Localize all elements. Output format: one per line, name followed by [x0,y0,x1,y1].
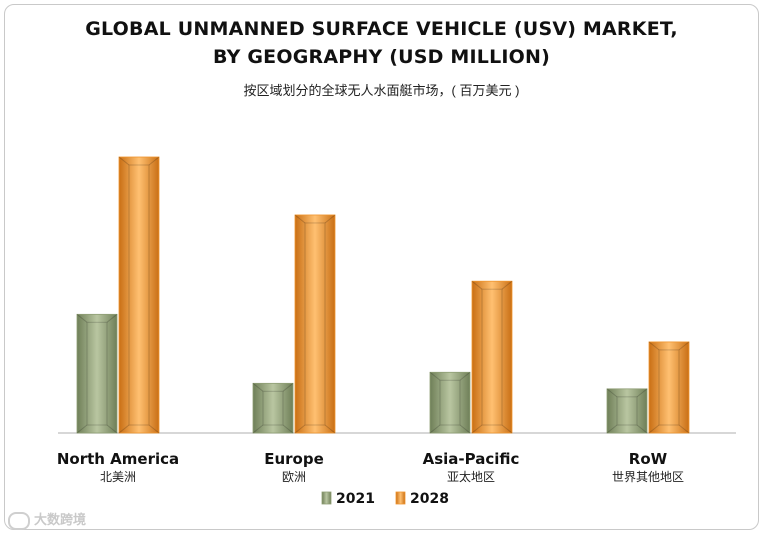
bar-2028-north-america [118,156,160,434]
legend-item-2021: 2021 [321,491,375,507]
watermark-text: 大数跨境 [34,512,87,527]
bar-2021-europe [252,382,294,434]
category-label-cn: 欧洲 [282,470,306,484]
bar-2021-asia-pacific [429,371,471,434]
category-label: Europe [264,450,324,468]
chart-title-line2: BY GEOGRAPHY (USD MILLION) [212,46,551,68]
bar-2028-row [648,341,690,434]
category-label: Asia-Pacific [423,450,520,468]
category-label: RoW [629,450,668,468]
watermark-logo-icon [8,511,30,530]
legend-item-2028: 2028 [395,491,449,507]
legend-swatch [395,491,406,505]
bar-2028-europe [294,214,336,434]
legend-label: 2021 [336,491,375,507]
category-label: North America [57,450,179,468]
bar-2021-north-america [76,313,118,434]
bar-2021-row [606,388,648,434]
category-label-cn: 世界其他地区 [612,470,684,484]
category-label-cn: 亚太地区 [447,469,495,484]
legend-swatch [321,491,332,505]
chart-title-line1: GLOBAL UNMANNED SURFACE VEHICLE (USV) MA… [85,18,678,40]
bar-2028-asia-pacific [471,280,513,434]
watermark: 大数跨境 [8,509,86,530]
category-label-cn: 北美洲 [100,470,136,484]
legend-label: 2028 [410,491,449,507]
chart-subtitle: 按区域划分的全球无人水面艇市场，( 百万美元 ) [243,83,520,98]
